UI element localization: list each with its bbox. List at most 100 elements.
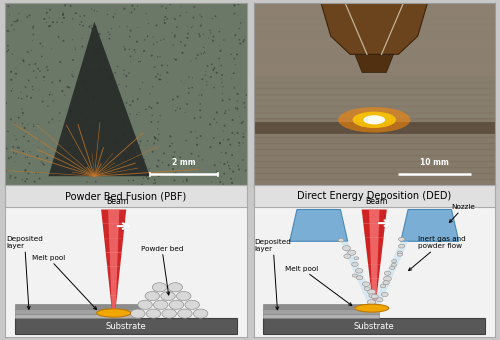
Point bbox=[140, 48, 148, 54]
Point bbox=[72, 115, 80, 121]
Text: Direct Energy Deposition (DED): Direct Energy Deposition (DED) bbox=[297, 191, 452, 201]
Point bbox=[128, 10, 136, 15]
Point bbox=[142, 142, 150, 148]
Point bbox=[210, 116, 218, 122]
Point bbox=[196, 115, 204, 120]
Point bbox=[234, 108, 241, 114]
Polygon shape bbox=[355, 54, 394, 72]
Bar bbox=[254, 122, 495, 134]
Point bbox=[49, 19, 57, 25]
Point bbox=[146, 91, 154, 97]
Point bbox=[56, 78, 64, 84]
Point bbox=[218, 98, 226, 103]
Point bbox=[32, 170, 40, 176]
Point bbox=[88, 23, 96, 28]
Point bbox=[218, 76, 226, 81]
Point bbox=[11, 133, 19, 138]
Point bbox=[208, 62, 216, 67]
Point bbox=[239, 119, 247, 124]
Bar bbox=[254, 185, 495, 207]
Point bbox=[18, 121, 26, 126]
Point bbox=[177, 4, 185, 9]
Point bbox=[19, 149, 27, 154]
Circle shape bbox=[398, 251, 402, 254]
Point bbox=[144, 21, 152, 27]
Point bbox=[184, 31, 192, 36]
Point bbox=[230, 86, 238, 91]
Point bbox=[79, 23, 87, 29]
Point bbox=[10, 27, 18, 32]
Circle shape bbox=[368, 289, 376, 294]
Point bbox=[38, 99, 46, 104]
Point bbox=[196, 133, 204, 139]
Text: Inert gas and
powder flow: Inert gas and powder flow bbox=[408, 236, 466, 271]
Point bbox=[193, 135, 201, 141]
Point bbox=[112, 7, 120, 13]
Point bbox=[154, 126, 162, 131]
Point bbox=[206, 28, 214, 33]
Point bbox=[234, 91, 241, 97]
Point bbox=[119, 122, 127, 127]
Point bbox=[54, 34, 62, 40]
Circle shape bbox=[176, 291, 191, 301]
Point bbox=[228, 117, 236, 123]
Point bbox=[48, 80, 56, 85]
Point bbox=[206, 144, 214, 150]
Circle shape bbox=[398, 237, 405, 241]
Point bbox=[70, 139, 78, 144]
Point bbox=[76, 14, 84, 19]
Bar bbox=[254, 39, 495, 46]
Point bbox=[242, 168, 250, 173]
Point bbox=[176, 106, 184, 112]
Point bbox=[98, 46, 106, 51]
Point bbox=[19, 110, 27, 116]
Bar bbox=[254, 179, 495, 185]
Point bbox=[80, 13, 88, 18]
Point bbox=[160, 151, 168, 156]
Point bbox=[132, 139, 140, 145]
Point bbox=[192, 56, 200, 61]
Point bbox=[55, 15, 63, 20]
Point bbox=[106, 32, 114, 37]
Point bbox=[129, 99, 137, 104]
Circle shape bbox=[369, 294, 375, 298]
Point bbox=[156, 73, 164, 78]
Point bbox=[34, 170, 42, 176]
Polygon shape bbox=[372, 241, 408, 305]
Point bbox=[150, 41, 158, 47]
Point bbox=[59, 12, 67, 17]
Point bbox=[82, 87, 90, 93]
Point bbox=[69, 16, 77, 22]
Point bbox=[32, 75, 40, 80]
Point bbox=[200, 32, 207, 37]
Point bbox=[81, 152, 89, 157]
Point bbox=[220, 129, 228, 134]
Polygon shape bbox=[102, 224, 124, 238]
Point bbox=[114, 64, 122, 69]
Point bbox=[124, 153, 132, 158]
Point bbox=[43, 10, 51, 16]
Circle shape bbox=[161, 291, 176, 301]
Point bbox=[220, 161, 228, 167]
Point bbox=[110, 95, 118, 101]
Point bbox=[226, 97, 234, 102]
Point bbox=[135, 134, 143, 139]
Point bbox=[153, 163, 161, 169]
Bar bbox=[263, 309, 379, 313]
Point bbox=[162, 5, 170, 11]
Point bbox=[107, 75, 115, 81]
Point bbox=[184, 24, 192, 30]
Point bbox=[23, 14, 31, 20]
Point bbox=[193, 142, 201, 147]
Bar bbox=[254, 112, 495, 119]
Point bbox=[140, 157, 148, 163]
Point bbox=[36, 41, 44, 46]
Point bbox=[71, 44, 79, 50]
Point bbox=[12, 71, 20, 76]
Point bbox=[144, 33, 152, 39]
Point bbox=[16, 61, 24, 66]
Point bbox=[104, 77, 112, 82]
Point bbox=[158, 160, 166, 165]
Point bbox=[52, 168, 60, 173]
Point bbox=[20, 58, 28, 64]
